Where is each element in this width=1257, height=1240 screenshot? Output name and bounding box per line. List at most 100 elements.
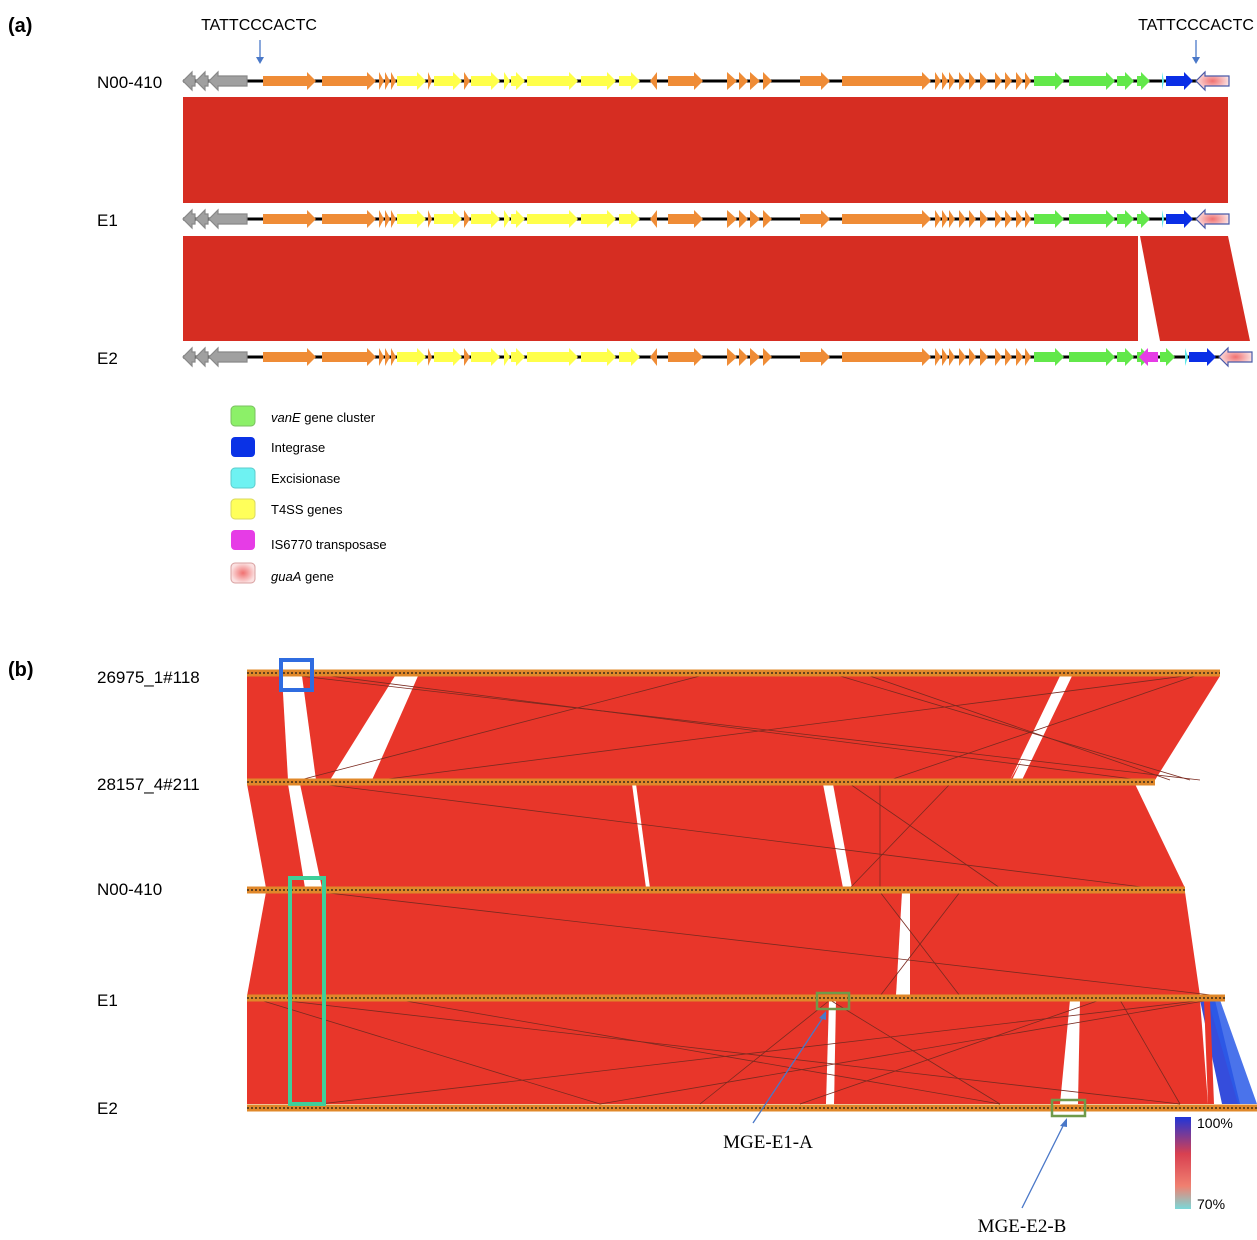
cross-lines [259,675,1221,1105]
gene-arrow-green [1137,72,1150,90]
gene-arrow-grey [208,70,248,92]
gene-arrow-green [1160,348,1175,366]
gene-arrow-magenta [1139,348,1158,366]
gene-arrow-orange [969,210,976,228]
gene-arrow-orange [750,210,760,228]
gene-arrow-yellow [511,72,525,90]
scale-max-label: 100% [1197,1115,1233,1131]
synteny-band [300,784,1185,888]
gene-arrow-yellow [581,348,616,366]
cross-line [699,999,831,1105]
annotation-mge-e1-a: MGE-E1-A [723,1132,813,1153]
gene-arrow-orange [727,348,737,366]
gene-arrow-orange [763,348,772,366]
gene-arrow-orange [379,348,384,366]
gene-arrow-orange [995,72,1002,90]
legend-label-excisionase: Excisionase [271,471,340,486]
gene-arrow-orange [949,210,955,228]
gene-arrow-orange [263,72,316,90]
cross-line [329,675,1141,781]
gene-arrow-orange [959,210,966,228]
synteny-band [302,676,395,780]
genome-track [247,669,1220,677]
gene-arrow-yellow [511,348,525,366]
legend: vanE gene cluster Integrase Excisionase … [230,405,387,584]
cross-line [889,675,1196,781]
cross-line [599,999,1211,1105]
gene-arrow-orange [263,210,316,228]
synteny-gap [826,1000,835,1104]
gene-arrow-orange [322,348,376,366]
gene-arrow-blue [1166,72,1193,90]
gene-arrow-orange [942,210,948,228]
motif-left-label: TATTCCCACTC [201,17,317,34]
synteny-band [247,1000,832,1104]
mge-e1-a-arrowhead [819,1011,826,1020]
cross-line [839,675,1191,781]
gene-arrow-orange [980,72,988,90]
gene-arrow-pink [1195,70,1230,92]
track-label-e1: E1 [97,211,118,230]
cross-line [379,675,1186,781]
gene-arrow-orange [969,72,976,90]
gene-arrow-grey [208,346,248,368]
match-block-e1-e2-main [183,236,1138,341]
mge-e1-a-arrow [752,1012,827,1124]
match-block-e1-e2-shifted [1140,236,1250,341]
gene-arrow-yellow [471,210,500,228]
gene-arrow-grey [182,70,196,92]
legend-label-is6770: IS6770 transposase [271,537,387,552]
gene-arrow-orange [942,72,948,90]
synteny-bands [247,676,1220,1104]
legend-swatch-excisionase [230,467,256,489]
track-label-e2-b: E2 [97,1099,118,1118]
gene-arrow-orange [428,72,432,90]
gene-arrow-orange [1016,210,1023,228]
gene-arrow-orange [1025,72,1031,90]
gene-arrow-yellow [581,210,616,228]
gene-arrow-yellow [434,348,462,366]
legend-label-vane: vanE gene cluster [271,410,376,425]
gene-arrow-yellow [527,210,578,228]
gene-arrow-orange [969,348,976,366]
gene-arrow-grey [195,346,209,368]
gene-arrow-green [1034,72,1064,90]
cross-line [1119,999,1181,1105]
gene-arrow-orange [949,348,955,366]
gene-arrow-orange [668,348,703,366]
gene-arrow-yellow [504,72,510,90]
synteny-band [834,1000,1075,1104]
gene-arrow-yellow [504,210,510,228]
inverted-band [1208,1000,1257,1104]
gene-arrow-pink [1218,346,1253,368]
gene-arrow-grey [208,208,248,230]
gene-arrow-orange [668,72,703,90]
gene-arrow-grey [195,70,209,92]
gene-arrow-green [1034,210,1064,228]
gene-arrow-yellow [619,72,640,90]
gene-arrow-yellow [527,348,578,366]
highlight-box-mge-e2-b [1050,1098,1087,1118]
gene-arrow-yellow [619,210,640,228]
gene-arrow-yellow [619,348,640,366]
gene-arrow-orange [935,348,941,366]
gene-arrow-yellow [471,348,500,366]
gene-arrow-orange [800,210,830,228]
identity-scale-bar [1175,1117,1191,1209]
inverted-matches [1200,1000,1257,1104]
synteny-band [372,676,1060,780]
legend-label-guaa: guaA gene [271,569,334,584]
match-block-n00-e1 [183,97,1228,203]
gene-arrow-green [1069,348,1115,366]
legend-swatch-vane [230,405,256,427]
gene-arrow-yellow [527,72,578,90]
mge-e2-b-arrow [1021,1119,1067,1209]
cross-line [319,999,1206,1105]
gene-track-e1 [182,208,1230,230]
track-label-n00-410: N00-410 [97,73,162,92]
gene-arrow-orange [980,210,988,228]
synteny-band [1204,1000,1214,1104]
gene-arrow-orange [935,210,941,228]
track-label-26975: 26975_1#118 [97,668,200,687]
